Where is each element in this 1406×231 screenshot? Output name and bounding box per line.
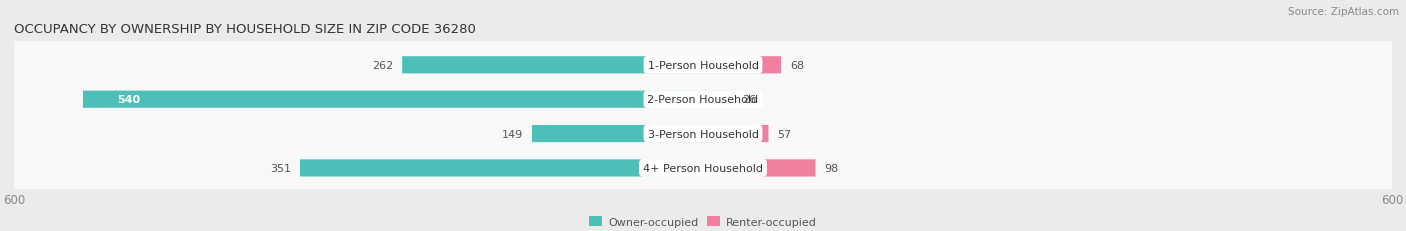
Text: 57: 57	[778, 129, 792, 139]
FancyBboxPatch shape	[7, 0, 1399, 231]
FancyBboxPatch shape	[703, 91, 733, 108]
FancyBboxPatch shape	[24, 121, 1392, 147]
Text: OCCUPANCY BY OWNERSHIP BY HOUSEHOLD SIZE IN ZIP CODE 36280: OCCUPANCY BY OWNERSHIP BY HOUSEHOLD SIZE…	[14, 23, 477, 36]
FancyBboxPatch shape	[7, 0, 1399, 231]
Text: 2-Person Household: 2-Person Household	[647, 95, 759, 105]
Text: 98: 98	[825, 163, 839, 173]
FancyBboxPatch shape	[531, 125, 703, 143]
Text: 262: 262	[371, 61, 392, 70]
FancyBboxPatch shape	[83, 91, 703, 108]
FancyBboxPatch shape	[703, 57, 782, 74]
Text: 26: 26	[742, 95, 756, 105]
Text: 1-Person Household: 1-Person Household	[648, 61, 758, 70]
FancyBboxPatch shape	[24, 53, 1392, 79]
Text: 4+ Person Household: 4+ Person Household	[643, 163, 763, 173]
FancyBboxPatch shape	[7, 0, 1399, 231]
Text: 3-Person Household: 3-Person Household	[648, 129, 758, 139]
FancyBboxPatch shape	[299, 160, 703, 177]
FancyBboxPatch shape	[703, 125, 769, 143]
FancyBboxPatch shape	[402, 57, 703, 74]
Text: 68: 68	[790, 61, 804, 70]
Text: 540: 540	[117, 95, 141, 105]
FancyBboxPatch shape	[703, 160, 815, 177]
Text: 149: 149	[502, 129, 523, 139]
Text: 351: 351	[270, 163, 291, 173]
FancyBboxPatch shape	[24, 87, 1392, 113]
Text: Source: ZipAtlas.com: Source: ZipAtlas.com	[1288, 7, 1399, 17]
FancyBboxPatch shape	[7, 0, 1399, 231]
Legend: Owner-occupied, Renter-occupied: Owner-occupied, Renter-occupied	[585, 212, 821, 231]
FancyBboxPatch shape	[24, 155, 1392, 182]
